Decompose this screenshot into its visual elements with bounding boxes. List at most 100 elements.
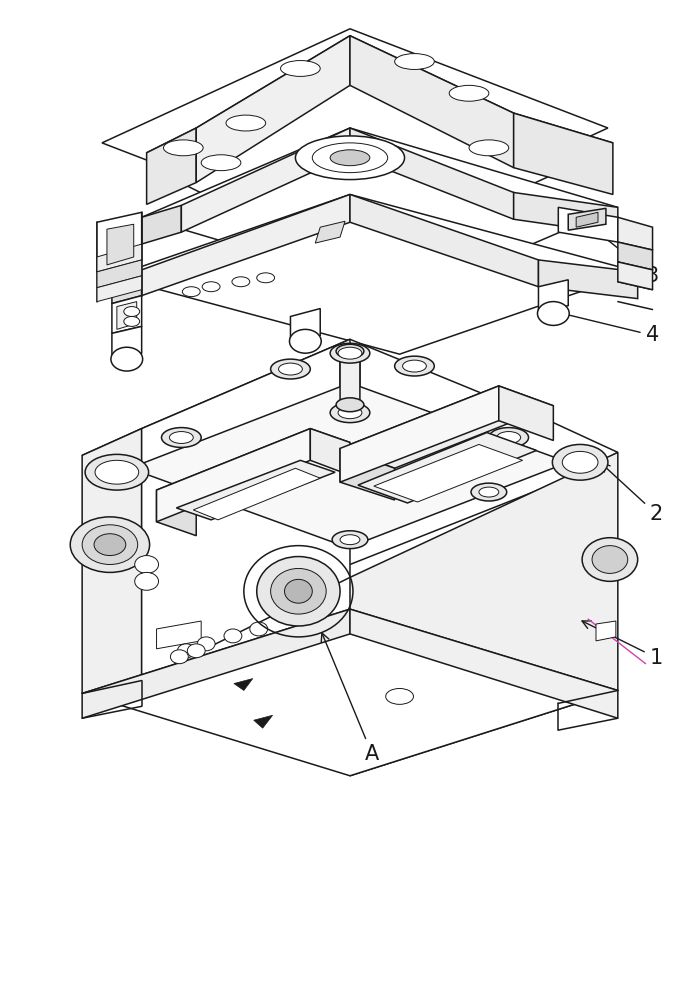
Polygon shape [315, 221, 345, 243]
Polygon shape [147, 128, 196, 204]
Polygon shape [350, 452, 618, 776]
Ellipse shape [330, 343, 370, 363]
Polygon shape [157, 490, 196, 536]
Ellipse shape [290, 329, 322, 353]
Ellipse shape [479, 487, 499, 497]
Text: 2: 2 [601, 463, 663, 524]
Polygon shape [558, 207, 618, 242]
Ellipse shape [197, 637, 215, 651]
Ellipse shape [171, 650, 189, 664]
Ellipse shape [395, 356, 434, 376]
Polygon shape [514, 192, 618, 234]
Ellipse shape [469, 140, 509, 156]
Polygon shape [618, 262, 653, 290]
Polygon shape [142, 205, 182, 244]
Text: 3: 3 [592, 227, 659, 286]
Ellipse shape [124, 307, 140, 316]
Polygon shape [82, 609, 618, 776]
Ellipse shape [330, 150, 370, 166]
Polygon shape [350, 609, 618, 718]
Polygon shape [82, 429, 142, 693]
Ellipse shape [177, 644, 196, 658]
Polygon shape [117, 302, 136, 329]
Polygon shape [157, 429, 310, 522]
Polygon shape [618, 217, 653, 250]
Polygon shape [340, 448, 395, 500]
Ellipse shape [553, 444, 608, 480]
Text: 1: 1 [582, 621, 663, 668]
Polygon shape [576, 212, 598, 227]
Polygon shape [358, 433, 537, 503]
Polygon shape [102, 29, 608, 242]
Ellipse shape [295, 136, 404, 180]
Ellipse shape [187, 644, 205, 658]
Ellipse shape [336, 344, 364, 358]
Ellipse shape [313, 143, 388, 173]
Ellipse shape [497, 432, 521, 443]
Polygon shape [82, 609, 350, 718]
Ellipse shape [386, 688, 413, 704]
Ellipse shape [70, 517, 150, 572]
Ellipse shape [232, 277, 250, 287]
Ellipse shape [271, 359, 310, 379]
Polygon shape [147, 36, 613, 267]
Polygon shape [539, 260, 638, 299]
Polygon shape [157, 429, 350, 504]
Polygon shape [596, 621, 616, 641]
Polygon shape [193, 468, 320, 520]
Ellipse shape [271, 568, 326, 614]
Ellipse shape [489, 428, 528, 447]
Polygon shape [290, 309, 320, 341]
Polygon shape [97, 276, 142, 302]
Ellipse shape [330, 403, 370, 423]
Text: A: A [322, 633, 379, 764]
Polygon shape [112, 326, 142, 359]
Polygon shape [142, 128, 618, 297]
Ellipse shape [161, 428, 201, 447]
Polygon shape [97, 260, 142, 288]
Polygon shape [499, 386, 553, 440]
Polygon shape [340, 386, 499, 482]
Ellipse shape [82, 525, 138, 564]
Polygon shape [82, 339, 618, 564]
Ellipse shape [182, 287, 200, 297]
Polygon shape [568, 208, 606, 230]
Ellipse shape [471, 483, 507, 501]
Polygon shape [112, 194, 638, 354]
Text: 4: 4 [559, 310, 659, 345]
Ellipse shape [202, 282, 220, 292]
Ellipse shape [224, 629, 242, 643]
Ellipse shape [257, 557, 340, 626]
Polygon shape [107, 224, 134, 265]
Polygon shape [539, 280, 568, 314]
Polygon shape [129, 383, 568, 548]
Ellipse shape [250, 622, 268, 636]
Ellipse shape [278, 363, 302, 375]
Ellipse shape [582, 538, 638, 581]
Ellipse shape [94, 534, 126, 556]
Ellipse shape [201, 155, 241, 171]
Ellipse shape [537, 302, 569, 325]
Polygon shape [254, 715, 273, 728]
Ellipse shape [95, 460, 139, 484]
Polygon shape [340, 349, 360, 407]
Polygon shape [374, 444, 523, 502]
Ellipse shape [592, 546, 628, 573]
Polygon shape [176, 460, 335, 520]
Ellipse shape [135, 556, 159, 573]
Ellipse shape [338, 407, 362, 419]
Ellipse shape [332, 531, 368, 549]
Ellipse shape [169, 432, 193, 443]
Ellipse shape [395, 54, 434, 69]
Polygon shape [350, 194, 539, 287]
Ellipse shape [340, 535, 360, 545]
Polygon shape [350, 36, 514, 168]
Ellipse shape [164, 140, 203, 156]
Polygon shape [234, 679, 253, 690]
Polygon shape [310, 429, 350, 475]
Polygon shape [350, 128, 514, 219]
Polygon shape [142, 194, 350, 296]
Ellipse shape [124, 316, 140, 326]
Polygon shape [112, 270, 142, 304]
Ellipse shape [402, 360, 427, 372]
